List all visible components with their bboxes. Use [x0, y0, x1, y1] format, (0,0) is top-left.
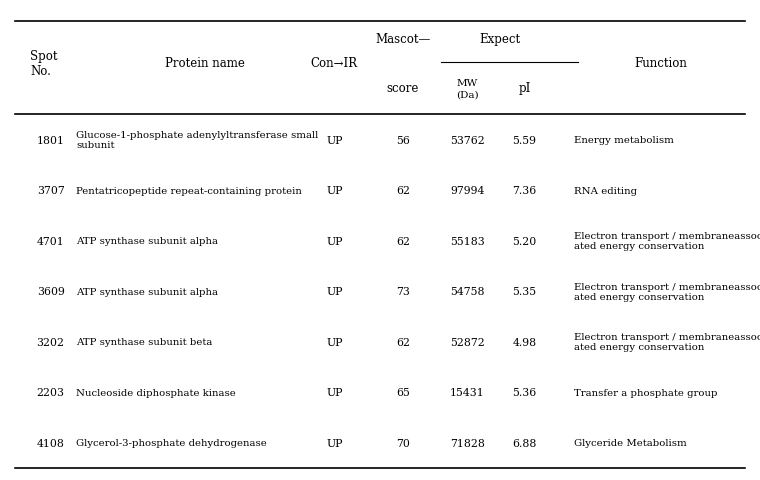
Text: 5.35: 5.35: [512, 287, 537, 297]
Text: pI: pI: [518, 82, 530, 96]
Text: 71828: 71828: [450, 438, 485, 448]
Text: UP: UP: [326, 236, 343, 246]
Text: 5.20: 5.20: [512, 236, 537, 246]
Text: ATP synthase subunit beta: ATP synthase subunit beta: [76, 337, 212, 347]
Text: MW
(Da): MW (Da): [456, 79, 479, 99]
Text: 56: 56: [396, 135, 410, 145]
Text: 73: 73: [396, 287, 410, 297]
Text: 3707: 3707: [36, 186, 65, 196]
Text: Glycerol-3-phosphate dehydrogenase: Glycerol-3-phosphate dehydrogenase: [76, 438, 267, 447]
Text: Spot
No.: Spot No.: [30, 49, 58, 78]
Text: Expect: Expect: [479, 33, 521, 46]
Text: ATP synthase subunit alpha: ATP synthase subunit alpha: [76, 287, 218, 296]
Text: 5.36: 5.36: [512, 387, 537, 397]
Text: 3609: 3609: [36, 287, 65, 297]
Text: Electron transport / membraneassoci
ated energy conservation: Electron transport / membraneassoci ated…: [574, 231, 760, 251]
Text: 62: 62: [396, 186, 410, 196]
Text: 55183: 55183: [450, 236, 485, 246]
Text: 52872: 52872: [450, 337, 485, 347]
Text: Nucleoside diphosphate kinase: Nucleoside diphosphate kinase: [76, 388, 236, 397]
Text: Transfer a phosphate group: Transfer a phosphate group: [574, 388, 717, 397]
Text: UP: UP: [326, 337, 343, 347]
Text: UP: UP: [326, 387, 343, 397]
Text: 62: 62: [396, 236, 410, 246]
Text: 54758: 54758: [450, 287, 485, 297]
Text: RNA editing: RNA editing: [574, 186, 637, 195]
Text: 65: 65: [396, 387, 410, 397]
Text: score: score: [387, 82, 419, 96]
Text: 62: 62: [396, 337, 410, 347]
Text: 7.36: 7.36: [512, 186, 537, 196]
Text: 4.98: 4.98: [512, 337, 537, 347]
Text: 3202: 3202: [36, 337, 65, 347]
Text: UP: UP: [326, 438, 343, 448]
Text: 53762: 53762: [450, 135, 485, 145]
Text: 1801: 1801: [36, 135, 65, 145]
Text: Mascot—: Mascot—: [375, 33, 430, 46]
Text: UP: UP: [326, 135, 343, 145]
Text: Energy metabolism: Energy metabolism: [574, 136, 673, 145]
Text: 4108: 4108: [36, 438, 65, 448]
Text: Glyceride Metabolism: Glyceride Metabolism: [574, 438, 686, 447]
Text: ATP synthase subunit alpha: ATP synthase subunit alpha: [76, 237, 218, 246]
Text: 4701: 4701: [36, 236, 65, 246]
Text: 97994: 97994: [450, 186, 485, 196]
Text: Electron transport / membraneassoci
ated energy conservation: Electron transport / membraneassoci ated…: [574, 282, 760, 301]
Text: 5.59: 5.59: [512, 135, 537, 145]
Text: 2203: 2203: [36, 387, 65, 397]
Text: 15431: 15431: [450, 387, 485, 397]
Text: Glucose-1-phosphate adenylyltransferase small
subunit: Glucose-1-phosphate adenylyltransferase …: [76, 131, 318, 150]
Text: UP: UP: [326, 186, 343, 196]
Text: Electron transport / membraneassoci
ated energy conservation: Electron transport / membraneassoci ated…: [574, 332, 760, 352]
Text: UP: UP: [326, 287, 343, 297]
Text: 6.88: 6.88: [512, 438, 537, 448]
Text: Pentatricopeptide repeat-containing protein: Pentatricopeptide repeat-containing prot…: [76, 186, 302, 195]
Text: Function: Function: [635, 57, 688, 70]
Text: 70: 70: [396, 438, 410, 448]
Text: Protein name: Protein name: [165, 57, 245, 70]
Text: Con→IR: Con→IR: [311, 57, 358, 70]
